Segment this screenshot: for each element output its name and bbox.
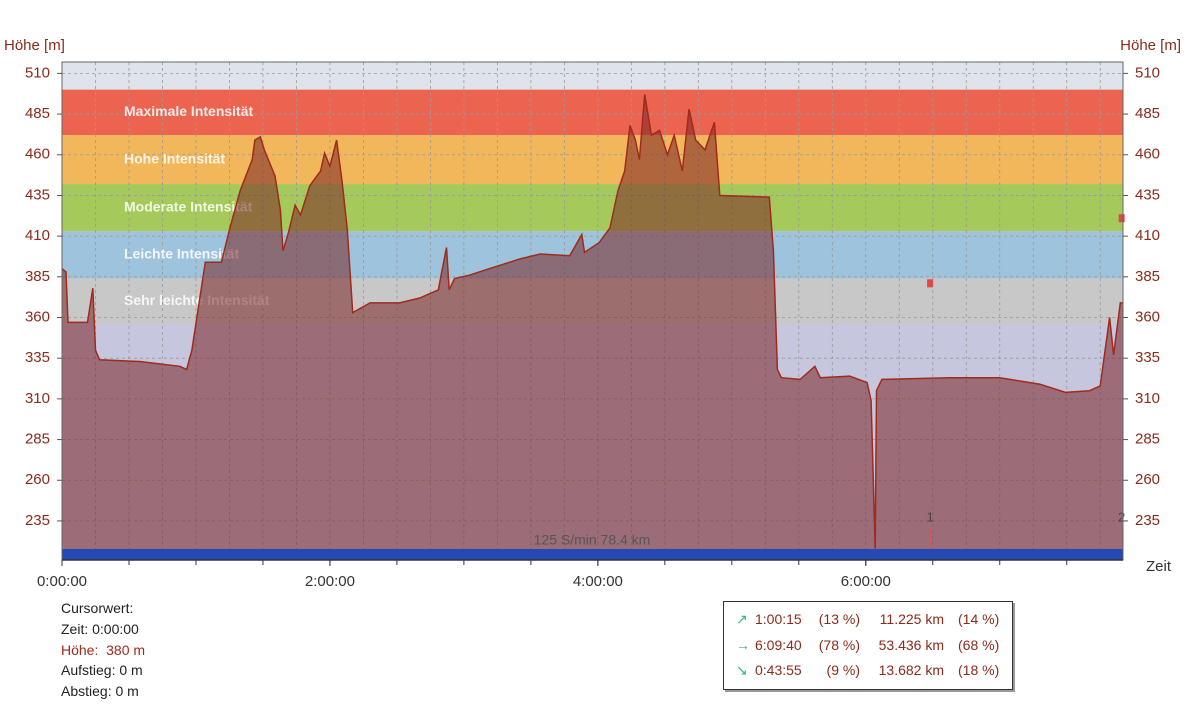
elevation-line	[61, 94, 1123, 549]
strip-label: 125 S/min 78.4 km	[534, 532, 651, 548]
y-tick-label: 260	[25, 471, 50, 488]
cursor-title: Cursorwert:	[61, 600, 134, 616]
stats-cell: 6:09:40	[755, 636, 802, 653]
cursor-line: Aufstieg: 0 m	[61, 662, 143, 678]
x-tick-label: 2:00:00	[305, 573, 355, 590]
stats-cell: 53.436 km	[878, 636, 944, 653]
stats-cell: 11.225 km	[879, 611, 944, 627]
cursor-line: Abstieg: 0 m	[61, 682, 139, 699]
cursor-line: Zeit: 0:00:00	[61, 621, 139, 637]
stats-cell: (18 %)	[958, 662, 1000, 678]
y-tick-label: 310	[25, 390, 50, 407]
y2-tick-label: 410	[1135, 227, 1160, 244]
stats-box	[723, 601, 1013, 690]
y-axis-label: Höhe [m]	[4, 37, 65, 54]
stats-cell: (9 %)	[826, 662, 860, 678]
elevation-area	[62, 94, 1123, 560]
zone-band	[62, 89, 1123, 136]
y2-tick-label: 335	[1135, 349, 1160, 366]
y2-tick-label: 235	[1135, 512, 1160, 529]
stats-cell: ↗	[736, 611, 748, 627]
stats-cell: ↘	[736, 662, 748, 678]
stats-cell: (68 %)	[958, 636, 1000, 653]
marker-label: 1	[926, 509, 933, 524]
stats-cell: 1:00:15	[755, 611, 802, 627]
y-tick-label: 385	[25, 268, 50, 285]
y2-tick-label: 360	[1135, 308, 1160, 325]
y-tick-label: 435	[25, 186, 50, 203]
zone-label: Maximale Intensität	[124, 103, 253, 119]
x-tick-label: 0:00:00	[37, 573, 87, 590]
stats-cell: →	[736, 636, 750, 653]
y-tick-label: 460	[25, 146, 50, 163]
y2-tick-label: 435	[1135, 186, 1160, 203]
marker-label: 2	[1118, 509, 1125, 524]
marker-point	[927, 279, 934, 288]
y2-tick-label: 485	[1135, 105, 1160, 122]
stats-cell: (78 %)	[818, 636, 860, 653]
y-tick-label: 335	[25, 349, 50, 366]
marker-point	[1118, 214, 1125, 223]
y2-tick-label: 260	[1135, 471, 1160, 488]
y2-tick-label: 460	[1135, 146, 1160, 163]
zone-band	[62, 135, 1123, 185]
y-tick-label: 410	[25, 227, 50, 244]
zone-label: Hohe Intensität	[124, 150, 225, 166]
y2-tick-label: 385	[1135, 268, 1160, 285]
y-tick-label: 235	[25, 512, 50, 529]
y2-axis-label: Höhe [m]	[1120, 37, 1181, 54]
summary-strip	[62, 549, 1123, 560]
cursor-line: Höhe: 380 m	[61, 641, 146, 658]
stats-cell: (13 %)	[818, 611, 860, 627]
stats-cell: (14 %)	[958, 611, 1000, 627]
zone-label: Leichte Intensität	[124, 246, 239, 262]
y2-tick-label: 310	[1135, 390, 1160, 407]
zone-label: Moderate Intensität	[124, 198, 253, 214]
stats-cell: 13.682 km	[878, 662, 944, 678]
x-tick-label: 4:00:00	[573, 573, 623, 590]
y-tick-label: 285	[25, 431, 50, 448]
y-tick-label: 485	[25, 105, 50, 122]
y-tick-label: 360	[25, 308, 50, 325]
x-axis-label: Zeit	[1146, 558, 1172, 575]
x-tick-label: 6:00:00	[841, 573, 891, 590]
stats-cell: 0:43:55	[755, 662, 802, 678]
y2-tick-label: 510	[1135, 64, 1160, 81]
y-tick-label: 510	[25, 64, 50, 81]
y2-tick-label: 285	[1135, 431, 1160, 448]
